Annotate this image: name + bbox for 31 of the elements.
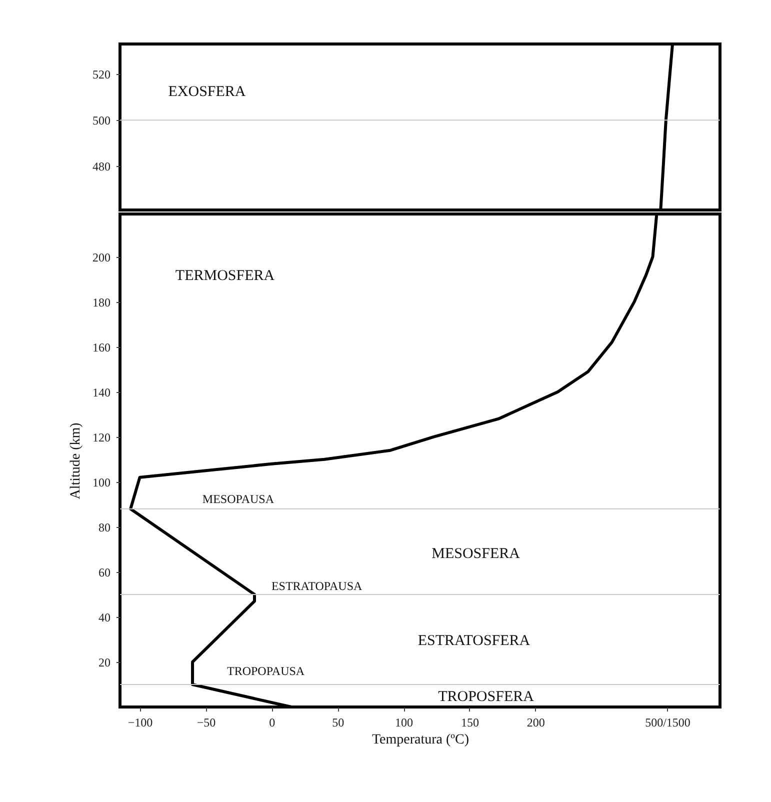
y-tick-label: 120 (92, 430, 110, 444)
y-axis-title: Altitude (km) (68, 422, 84, 500)
annotation: MESOPAUSA (202, 492, 274, 506)
y-tick-label: 20 (98, 655, 110, 670)
x-tick-label: 200 (526, 716, 545, 730)
y-tick-label: 520 (92, 67, 110, 82)
annotation: EXOSFERA (168, 84, 246, 100)
y-tick-label: 40 (98, 610, 110, 624)
y-tick-label: 200 (92, 250, 110, 264)
x-tick-label: 0 (269, 716, 276, 730)
annotation: ESTRATOSFERA (418, 632, 530, 649)
annotation: TROPOPAUSA (227, 664, 305, 678)
y-tick-label: 100 (92, 475, 110, 490)
x-tick-label: 500/1500 (645, 716, 690, 730)
annotation: MESOSFERA (432, 546, 520, 562)
x-tick-label: −100 (128, 716, 153, 730)
x-axis-title: Temperatura (ºC) (372, 732, 470, 748)
y-tick-label: 500 (92, 114, 110, 128)
annotation: TROPOSFERA (438, 689, 534, 706)
annotation: TERMOSFERA (175, 268, 275, 284)
y-tick-label: 180 (92, 295, 110, 310)
y-tick-label: 140 (92, 385, 110, 400)
x-tick-label: 150 (460, 716, 479, 730)
y-tick-label: 60 (98, 565, 110, 580)
y-tick-label: 160 (92, 340, 110, 354)
y-tick-label: 480 (92, 160, 110, 174)
x-tick-label: 50 (332, 716, 344, 730)
x-tick-label: 100 (395, 716, 414, 730)
y-tick-label: 80 (98, 520, 110, 534)
x-tick-label: −50 (196, 716, 216, 730)
annotation: ESTRATOPAUSA (271, 579, 362, 594)
